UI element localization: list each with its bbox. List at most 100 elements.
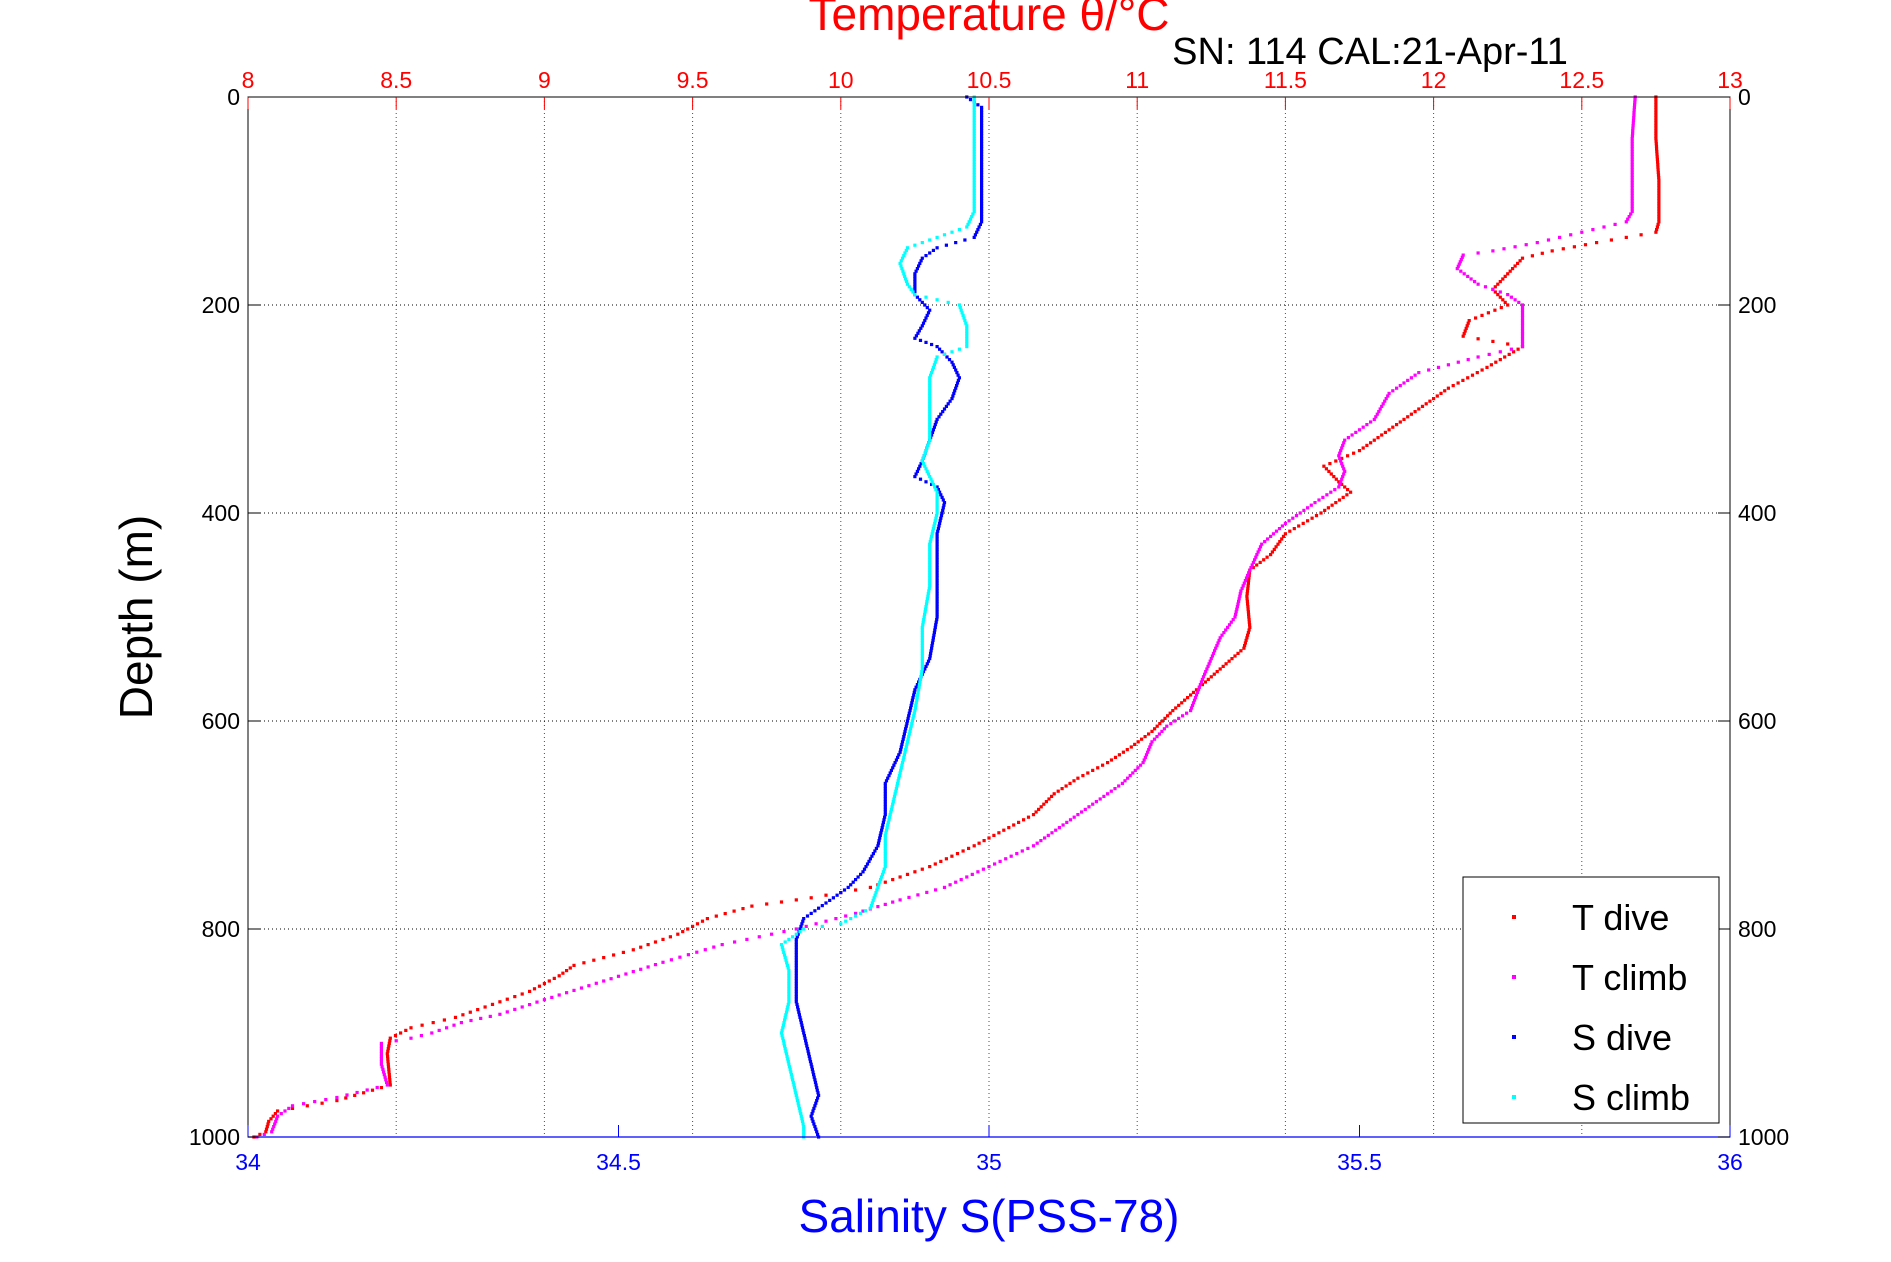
- data-point: [977, 841, 981, 845]
- data-point: [868, 906, 872, 910]
- data-point: [382, 1073, 386, 1077]
- data-point: [1595, 241, 1599, 245]
- data-point: [905, 282, 910, 286]
- data-point: [1343, 438, 1347, 442]
- data-point: [924, 316, 928, 320]
- data-point: [810, 1117, 814, 1121]
- data-point: [1456, 264, 1460, 268]
- data-point: [923, 612, 927, 616]
- data-point: [928, 412, 932, 416]
- data-point: [928, 657, 932, 661]
- data-point: [386, 1049, 390, 1053]
- data-point: [928, 415, 932, 419]
- data-point: [941, 506, 945, 510]
- data-point: [928, 568, 932, 572]
- data-point: [952, 391, 956, 395]
- depth-tick-label-right: 600: [1738, 708, 1776, 734]
- data-point: [794, 953, 798, 957]
- data-point: [972, 129, 976, 133]
- data-point: [1061, 823, 1065, 827]
- data-point: [1345, 493, 1349, 497]
- data-point: [797, 1013, 801, 1017]
- data-point: [794, 1093, 798, 1097]
- data-point: [782, 930, 786, 934]
- data-point: [1096, 766, 1100, 770]
- data-point: [385, 1083, 389, 1087]
- data-point: [264, 1127, 269, 1131]
- data-point: [796, 1008, 800, 1012]
- data-point: [820, 924, 824, 928]
- data-point: [1037, 807, 1041, 811]
- data-point: [939, 859, 943, 863]
- data-point: [928, 428, 932, 432]
- data-point: [935, 503, 939, 507]
- data-point: [933, 360, 937, 364]
- data-point: [812, 1075, 816, 1079]
- data-point: [918, 464, 922, 468]
- data-point: [1280, 524, 1284, 528]
- data-point: [1220, 633, 1224, 637]
- data-point: [917, 467, 921, 471]
- data-point: [955, 384, 959, 388]
- data-point: [972, 196, 976, 200]
- data-point: [807, 1054, 811, 1058]
- data-point: [803, 1036, 807, 1040]
- data-point: [920, 459, 924, 463]
- data-point: [1413, 373, 1417, 377]
- data-point: [276, 1109, 280, 1113]
- data-point: [379, 1041, 383, 1045]
- data-point: [957, 376, 961, 380]
- data-point: [1142, 758, 1146, 762]
- data-point: [980, 116, 984, 120]
- data-point: [913, 272, 917, 276]
- depth-tick-label-left: 800: [202, 916, 240, 942]
- data-point: [1476, 251, 1480, 255]
- data-point: [399, 1031, 403, 1035]
- data-point: [980, 124, 984, 128]
- data-point: [557, 993, 561, 997]
- data-point: [1072, 779, 1076, 783]
- legend-label: S climb: [1572, 1077, 1690, 1118]
- data-point: [881, 870, 885, 874]
- data-point: [1352, 451, 1356, 455]
- data-point: [781, 948, 785, 952]
- data-point: [1106, 792, 1110, 796]
- data-point: [1247, 628, 1251, 632]
- data-point: [1435, 394, 1439, 398]
- data-point: [816, 1091, 820, 1095]
- data-point: [1120, 781, 1124, 785]
- data-point: [305, 1104, 309, 1108]
- data-point: [935, 610, 939, 614]
- data-point: [883, 854, 887, 858]
- data-point: [1457, 262, 1461, 266]
- data-point: [639, 967, 643, 971]
- data-point: [1004, 857, 1008, 861]
- data-point: [1491, 339, 1495, 343]
- data-point: [1476, 355, 1480, 359]
- data-point: [869, 904, 873, 908]
- data-point: [1324, 467, 1328, 471]
- data-point: [1520, 337, 1525, 341]
- data-point: [887, 774, 891, 778]
- data-point: [854, 878, 858, 882]
- data-point: [1253, 558, 1257, 562]
- data-point: [269, 1117, 273, 1121]
- data-point: [799, 1021, 803, 1025]
- data-point: [951, 363, 955, 367]
- data-point: [1258, 545, 1263, 549]
- data-point: [1633, 100, 1637, 104]
- data-point: [824, 893, 828, 897]
- data-point: [882, 818, 886, 822]
- data-point: [1630, 147, 1634, 151]
- data-point: [972, 150, 976, 154]
- data-point: [931, 482, 935, 486]
- data-point: [1046, 833, 1050, 837]
- data-point: [915, 696, 919, 700]
- data-point: [901, 737, 905, 741]
- data-point: [928, 410, 932, 414]
- data-point: [1087, 805, 1091, 809]
- data-point: [888, 771, 892, 775]
- data-point: [379, 1047, 383, 1051]
- data-point: [794, 937, 798, 941]
- data-point: [915, 683, 919, 687]
